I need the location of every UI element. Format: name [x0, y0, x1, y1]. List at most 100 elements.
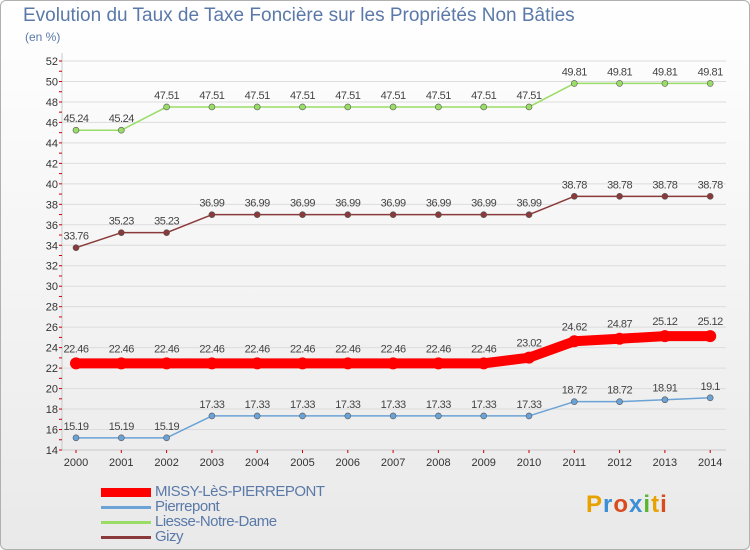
data-point	[435, 103, 442, 111]
data-label: 22.46	[335, 343, 360, 355]
data-point	[299, 412, 306, 420]
data-point	[435, 412, 442, 420]
data-point	[706, 193, 714, 200]
data-label: 38.78	[607, 179, 632, 191]
data-label: 49.81	[562, 66, 587, 78]
data-point	[160, 357, 173, 370]
logo-letter: r	[603, 491, 614, 518]
y-tick-label: 20	[46, 384, 58, 396]
data-label: 47.51	[335, 90, 360, 102]
data-label: 33.76	[63, 231, 88, 243]
data-label: 38.78	[698, 179, 723, 191]
y-tick-label: 22	[46, 363, 58, 375]
legend-label: Gizy	[155, 528, 184, 545]
data-point	[570, 80, 578, 87]
data-point	[389, 211, 397, 218]
logo-letter: i	[660, 491, 668, 518]
x-tick-label: 2000	[64, 457, 88, 469]
data-label: 22.46	[245, 343, 270, 355]
x-tick-label: 2014	[698, 457, 722, 469]
logo-letter: t	[651, 491, 661, 518]
data-point	[344, 211, 352, 218]
data-point	[616, 80, 623, 87]
data-point	[616, 193, 623, 200]
y-tick-label: 16	[46, 425, 58, 437]
data-label: 15.19	[154, 421, 179, 433]
y-tick-label: 46	[46, 117, 58, 129]
data-label: 19.1	[700, 381, 720, 393]
x-tick-label: 2008	[426, 457, 450, 469]
legend-item: Liesse-Notre-Dame	[101, 513, 361, 530]
y-axis-ticks: 14 16 18 20 22 24 26 28 30 32 34 36 38 40 42 44 46 48 50 52	[46, 56, 58, 457]
data-label: 17.33	[381, 399, 406, 411]
data-label: 47.51	[290, 90, 315, 102]
data-point	[704, 330, 717, 343]
data-label: 36.99	[471, 198, 496, 210]
data-point	[435, 211, 442, 218]
data-point	[661, 80, 669, 87]
logo-letter: o	[613, 491, 630, 518]
legend-swatch	[101, 488, 151, 497]
y-tick-label: 14	[46, 445, 58, 457]
data-point	[296, 357, 309, 370]
data-point	[118, 126, 125, 134]
legend: MISSY-LèS-PIERREPONT Pierrepont Liesse-N…	[101, 483, 361, 545]
data-label: 22.46	[426, 343, 451, 355]
data-label: 35.23	[154, 216, 179, 228]
data-label: 36.99	[516, 198, 541, 210]
logo-letter: i	[643, 491, 652, 518]
data-label: 38.78	[652, 179, 677, 191]
data-point	[163, 229, 170, 236]
chart-subtitle: (en %)	[25, 30, 61, 44]
data-label: 18.72	[562, 385, 587, 397]
data-label: 17.33	[245, 399, 270, 411]
data-point	[658, 330, 671, 343]
data-point	[208, 412, 216, 420]
y-tick-label: 18	[46, 404, 58, 416]
x-tick-label: 2009	[471, 457, 495, 469]
data-point	[251, 357, 264, 370]
chart-title: Evolution du Taux de Taxe Foncière sur l…	[23, 5, 575, 26]
y-tick-label: 34	[46, 240, 58, 252]
y-tick-label: 26	[46, 322, 58, 334]
data-label: 49.81	[698, 66, 723, 78]
legend-label: Pierrepont	[155, 498, 220, 515]
x-tick-label: 2013	[653, 457, 677, 469]
data-label: 36.99	[426, 198, 451, 210]
data-label: 47.51	[516, 90, 541, 102]
data-label: 25.12	[652, 316, 677, 328]
data-point	[480, 412, 488, 420]
data-label: 22.46	[381, 343, 406, 355]
data-label: 35.23	[109, 216, 134, 228]
data-point	[525, 412, 533, 420]
y-tick-label: 44	[46, 138, 58, 150]
y-tick-label: 30	[46, 281, 58, 293]
data-point	[208, 211, 216, 218]
data-label: 17.33	[335, 399, 360, 411]
y-tick-label: 24	[46, 343, 58, 355]
data-point	[163, 434, 170, 442]
x-tick-label: 2004	[245, 457, 269, 469]
data-label: 24.87	[607, 319, 632, 331]
data-point	[72, 244, 80, 252]
data-label: 15.19	[63, 421, 88, 433]
data-point	[661, 193, 669, 200]
data-label: 36.99	[199, 198, 224, 210]
x-tick-label: 2010	[517, 457, 541, 469]
data-point	[205, 357, 218, 370]
data-point	[477, 357, 490, 370]
y-tick-label: 40	[46, 179, 58, 191]
data-point	[480, 211, 488, 218]
data-point	[568, 335, 581, 348]
data-point	[70, 357, 82, 370]
data-point	[115, 357, 128, 370]
data-point	[163, 103, 170, 111]
data-label: 45.24	[109, 113, 134, 125]
x-tick-label: 2001	[109, 457, 133, 469]
data-label: 22.46	[199, 343, 224, 355]
data-point	[344, 412, 352, 420]
data-label: 17.33	[471, 399, 496, 411]
data-point	[525, 103, 533, 111]
data-label: 47.51	[471, 90, 496, 102]
